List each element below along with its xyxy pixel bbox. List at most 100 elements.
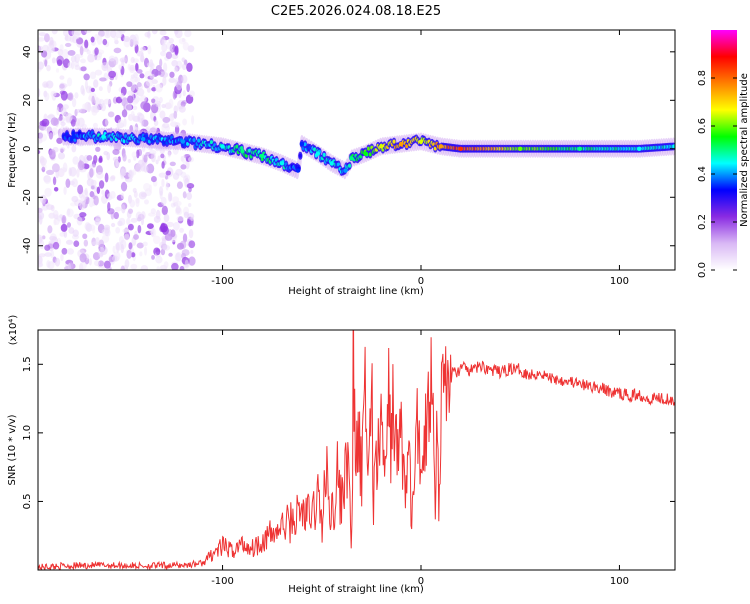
spectrogram-speckle — [91, 88, 95, 92]
spectrogram-speckle — [118, 64, 121, 70]
spectrogram-trace-point — [419, 139, 423, 143]
spectrogram-speckle — [79, 201, 85, 210]
spectrogram-speckle — [94, 34, 99, 40]
spectrogram-trace-point — [260, 154, 264, 158]
spectrogram-y-tick-label: 0 — [22, 146, 33, 152]
spectrogram-speckle — [42, 81, 48, 88]
spectrogram-speckle — [156, 266, 160, 273]
spectrogram-speckle — [115, 160, 119, 167]
spectrogram-speckle — [180, 266, 185, 272]
spectrogram-speckle — [39, 32, 46, 36]
spectrogram-speckle — [180, 164, 186, 169]
spectrogram-speckle — [135, 83, 143, 91]
spectrogram-speckle — [139, 73, 144, 78]
spectrogram-trace-point — [329, 161, 333, 165]
spectrogram-speckle — [101, 62, 108, 71]
spectrogram-speckle — [114, 212, 119, 219]
spectrogram-speckle — [51, 117, 59, 126]
spectrogram-speckle — [101, 190, 105, 195]
spectrogram-speckle — [65, 178, 70, 188]
spectrogram-speckle — [174, 66, 178, 72]
spectrogram-speckle — [168, 152, 171, 158]
spectrogram-speckle — [160, 154, 164, 159]
spectrogram-speckle — [44, 188, 51, 197]
spectrogram-speckle — [52, 57, 56, 63]
spectrogram-speckle — [112, 149, 119, 155]
spectrogram-speckle — [44, 245, 50, 251]
spectrogram-speckle — [168, 192, 172, 202]
spectrogram-speckle — [82, 88, 85, 95]
spectrogram-speckle — [166, 52, 172, 59]
spectrogram-speckle — [95, 70, 102, 76]
snr-x-tick-label: -100 — [211, 576, 234, 587]
spectrogram-speckle — [68, 50, 76, 56]
spectrogram-trace-point — [220, 144, 224, 148]
spectrogram-speckle — [50, 91, 56, 97]
spectrogram-speckle — [185, 260, 189, 268]
spectrogram-speckle — [49, 149, 56, 157]
spectrogram-speckle — [77, 185, 83, 195]
spectrogram-trace-point — [379, 144, 383, 148]
spectrogram-xlabel: Height of straight line (km) — [288, 286, 424, 297]
spectrogram-speckle — [108, 71, 116, 78]
spectrogram-speckle — [67, 77, 72, 86]
spectrogram-speckle — [169, 99, 174, 109]
spectrogram-peak — [348, 164, 351, 168]
spectrogram-speckle — [129, 67, 135, 73]
spectrogram-speckle — [73, 240, 79, 247]
spectrogram-speckle — [164, 261, 169, 268]
spectrogram-speckle — [139, 251, 142, 256]
spectrogram-speckle — [156, 248, 161, 255]
colorbar-tick-label: 0.2 — [697, 214, 708, 230]
colorbar: 0.00.20.40.60.8 Normalized spectral ampl… — [697, 30, 750, 278]
spectrogram-speckle — [57, 59, 62, 66]
spectrogram-speckle — [99, 99, 104, 107]
spectrogram-speckle — [127, 90, 134, 95]
spectrogram-speckle — [137, 225, 141, 233]
spectrogram-speckle — [79, 212, 86, 217]
spectrogram-speckle — [159, 186, 163, 196]
spectrogram-speckle — [85, 188, 88, 196]
spectrogram-speckle — [49, 236, 57, 240]
spectrogram-speckle — [76, 168, 79, 177]
snr-y-tick-label: 1.0 — [22, 425, 33, 441]
spectrogram-speckle — [112, 256, 117, 262]
spectrogram-speckle — [92, 108, 98, 116]
spectrogram-speckle — [133, 188, 137, 193]
spectrogram-speckle — [170, 162, 176, 167]
spectrogram-speckle — [168, 78, 175, 83]
spectrogram-speckle — [67, 208, 70, 215]
spectrogram-speckle — [131, 57, 135, 63]
spectrogram-speckle — [182, 155, 186, 164]
spectrogram-speckle — [103, 99, 111, 105]
spectrogram-speckle — [86, 104, 91, 112]
spectrogram-speckle — [134, 41, 139, 46]
spectrogram-speckle — [154, 120, 158, 126]
spectrogram-speckle — [44, 59, 47, 66]
spectrogram-speckle — [103, 39, 108, 45]
spectrogram-speckle — [99, 86, 103, 91]
spectrogram-speckle — [191, 115, 194, 125]
spectrogram-speckle — [175, 201, 181, 206]
spectrogram-speckle — [159, 59, 162, 67]
spectrogram-speckle — [74, 92, 78, 98]
spectrogram-speckle — [175, 169, 182, 176]
spectrogram-speckle — [166, 171, 171, 176]
spectrogram-speckle — [41, 119, 49, 127]
spectrogram-speckle — [71, 196, 78, 202]
spectrogram-speckle — [133, 234, 139, 240]
spectrogram-speckle — [137, 112, 142, 116]
snr-multiplier: (x10⁴) — [8, 315, 19, 346]
spectrogram-speckle — [57, 216, 62, 222]
spectrogram-speckle — [98, 253, 103, 258]
spectrogram-speckle — [162, 123, 169, 128]
spectrogram-speckle — [71, 119, 76, 127]
spectrogram-speckle — [165, 233, 173, 240]
spectrogram-speckle — [144, 247, 147, 256]
spectrogram-speckle — [126, 218, 130, 225]
spectrogram-speckle — [107, 83, 111, 93]
spectrogram-speckle — [65, 43, 71, 47]
spectrogram-speckle — [179, 228, 184, 233]
spectrogram-speckle — [147, 87, 151, 93]
